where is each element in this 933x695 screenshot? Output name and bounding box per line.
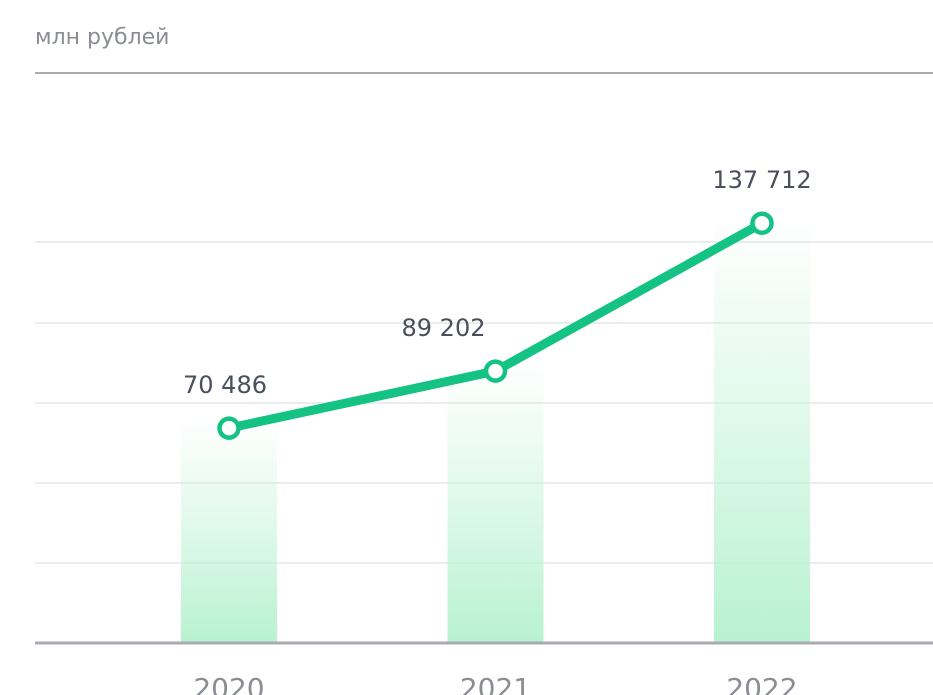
chart-subtitle: млн рублей <box>35 25 169 50</box>
series: 70 486 89 202 137 712 <box>183 166 812 440</box>
value-label: 137 712 <box>712 166 811 194</box>
column <box>181 418 277 643</box>
x-tick-label: 2020 <box>193 672 264 695</box>
x-tick-label: 2022 <box>726 672 797 695</box>
point <box>750 211 774 235</box>
x-tick-label: 2021 <box>460 672 531 695</box>
column <box>714 213 810 644</box>
point <box>483 359 508 383</box>
bars <box>181 213 810 644</box>
point <box>217 416 241 440</box>
value-label: 70 486 <box>183 371 267 399</box>
value-label: 89 202 <box>402 314 486 342</box>
column <box>447 361 544 643</box>
